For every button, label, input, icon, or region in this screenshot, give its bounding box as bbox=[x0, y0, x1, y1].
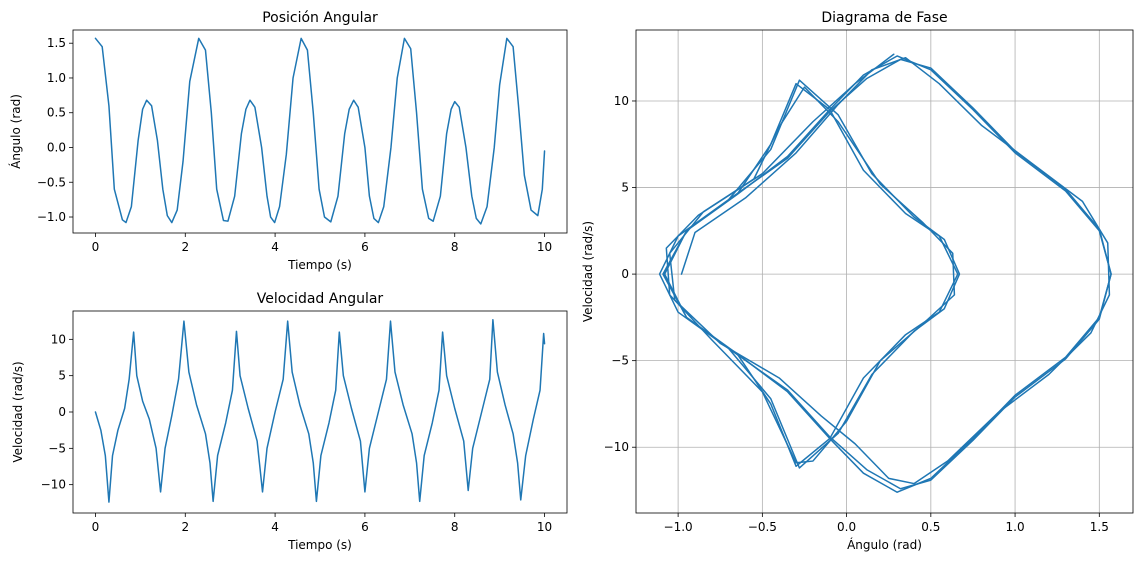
x-tick-label: 6 bbox=[361, 240, 369, 254]
y-tick-label: 0 bbox=[58, 405, 66, 419]
chart-panel-1: 0 2 4 6 8 10 −1.0 −0.5 0.0 0.5 1.0 1.5 Posición Angu… bbox=[8, 10, 568, 272]
x-axis-label: Tiempo (s) bbox=[287, 538, 352, 552]
x-tick-label: 1.5 bbox=[1090, 520, 1109, 534]
y-axis-label: Velocidad (rad/s) bbox=[581, 221, 595, 322]
y-tick-label: −10 bbox=[41, 478, 66, 492]
y-axis-label: Ángulo (rad) bbox=[8, 94, 23, 169]
chart-panel-3: −1.0 −0.5 0.0 0.5 1.0 1.5 −10 −5 0 5 10 Diagrama de… bbox=[581, 10, 1134, 552]
y-tick-label: 10 bbox=[51, 332, 66, 346]
x-tick-label: 2 bbox=[181, 520, 189, 534]
chart-panel-2: 0 2 4 6 8 10 −10 −5 0 5 10 Velocidad Angular Tiempo … bbox=[11, 291, 568, 552]
y-tick-label: 0.5 bbox=[47, 106, 66, 120]
x-tick-label: −0.5 bbox=[748, 520, 777, 534]
y-tick-label: 5 bbox=[621, 181, 629, 195]
x-tick-label: 2 bbox=[181, 240, 189, 254]
x-tick-label: 0.0 bbox=[837, 520, 856, 534]
y-tick-label: 0 bbox=[621, 267, 629, 281]
x-tick-label: 0.5 bbox=[921, 520, 940, 534]
x-tick-label: 0 bbox=[92, 520, 100, 534]
series-line-1 bbox=[94, 37, 546, 225]
x-axis-label: Ángulo (rad) bbox=[847, 537, 922, 552]
series-line-1 bbox=[662, 55, 1112, 493]
y-tick-label: 10 bbox=[614, 94, 629, 108]
x-tick-label: 10 bbox=[537, 520, 552, 534]
x-tick-label: 4 bbox=[271, 240, 279, 254]
series-line-2 bbox=[658, 58, 1112, 490]
x-tick-label: 1.0 bbox=[1006, 520, 1025, 534]
y-tick-label: −0.5 bbox=[37, 175, 66, 189]
chart-title: Diagrama de Fase bbox=[821, 10, 947, 26]
y-tick-label: −5 bbox=[48, 441, 66, 455]
plot-frame bbox=[72, 29, 568, 234]
plot-frame bbox=[635, 29, 1134, 514]
y-tick-label: −10 bbox=[604, 440, 629, 454]
y-tick-label: 1.0 bbox=[47, 71, 66, 85]
chart-title: Posición Angular bbox=[262, 10, 378, 26]
y-tick-label: −1.0 bbox=[37, 210, 66, 224]
chart-title: Velocidad Angular bbox=[257, 291, 384, 307]
x-axis-label: Tiempo (s) bbox=[287, 258, 352, 272]
y-tick-label: 5 bbox=[58, 369, 66, 383]
x-tick-label: 10 bbox=[537, 240, 552, 254]
x-tick-label: 6 bbox=[361, 520, 369, 534]
y-axis-label: Velocidad (rad/s) bbox=[11, 361, 25, 462]
x-tick-label: 8 bbox=[451, 520, 459, 534]
y-tick-label: −5 bbox=[611, 354, 629, 368]
y-tick-label: 1.5 bbox=[47, 36, 66, 50]
y-tick-label: 0.0 bbox=[47, 140, 66, 154]
x-tick-label: 4 bbox=[271, 520, 279, 534]
x-tick-label: −1.0 bbox=[664, 520, 693, 534]
x-tick-label: 0 bbox=[92, 240, 100, 254]
x-tick-label: 8 bbox=[451, 240, 459, 254]
series-line-1 bbox=[94, 318, 546, 503]
series-line-3 bbox=[665, 53, 1111, 485]
